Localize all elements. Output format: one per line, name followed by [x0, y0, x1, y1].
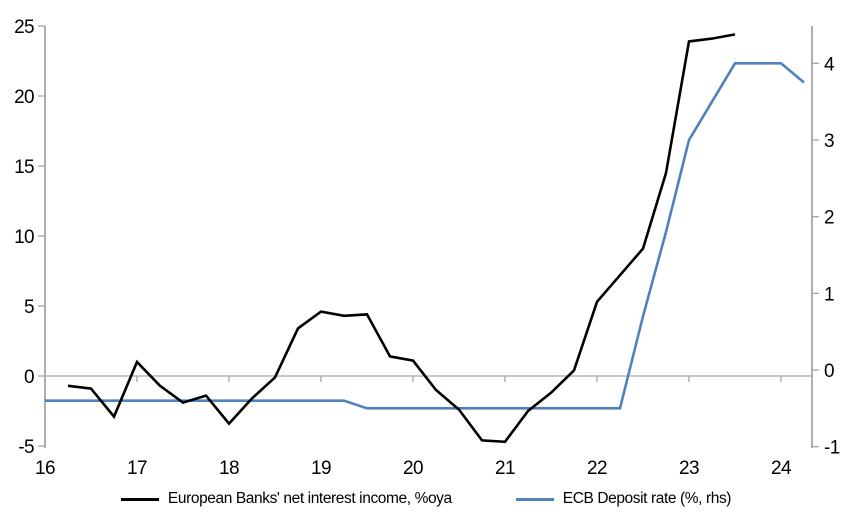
left-axis-label: -5: [18, 437, 34, 458]
x-axis-label: 19: [311, 458, 331, 479]
right-axis-label: 0: [824, 361, 834, 382]
right-axis-label: -1: [824, 438, 840, 459]
left-axis-label: 15: [14, 157, 34, 178]
nii-series-line: [67, 33, 736, 444]
left-axis-label: 10: [14, 227, 34, 248]
nii-legend-label: European Banks' net interest income, %oy…: [167, 490, 452, 507]
ecb-line-sample: [515, 497, 554, 501]
x-axis-label: 24: [771, 458, 792, 479]
x-axis-label: 23: [679, 458, 699, 479]
left-axis-label: 20: [14, 87, 34, 108]
left-axis-label: 0: [24, 367, 34, 388]
x-axis-label: 16: [35, 458, 55, 479]
x-axis-label: 21: [495, 458, 515, 479]
x-axis-label: 20: [403, 458, 423, 479]
nii-line-sample: [120, 497, 159, 501]
ecb-series-line: [45, 61, 805, 410]
right-axis-label: 4: [824, 54, 835, 75]
legend-item-ecb: ECB Deposit rate (%, rhs): [515, 490, 732, 508]
right-axis-label: 1: [824, 284, 834, 305]
left-axis-label: 5: [24, 297, 34, 318]
x-axis-label: 17: [127, 458, 147, 479]
legend-item-nii: European Banks' net interest income, %oy…: [120, 490, 452, 508]
chart-legend: European Banks' net interest income, %oy…: [0, 490, 852, 508]
left-axis-label: 25: [14, 17, 34, 38]
x-axis-label: 18: [219, 458, 239, 479]
right-axis-label: 2: [824, 208, 834, 229]
ecb-legend-label: ECB Deposit rate (%, rhs): [562, 490, 732, 507]
x-axis-label: 22: [587, 458, 607, 479]
right-axis-label: 3: [824, 131, 834, 152]
